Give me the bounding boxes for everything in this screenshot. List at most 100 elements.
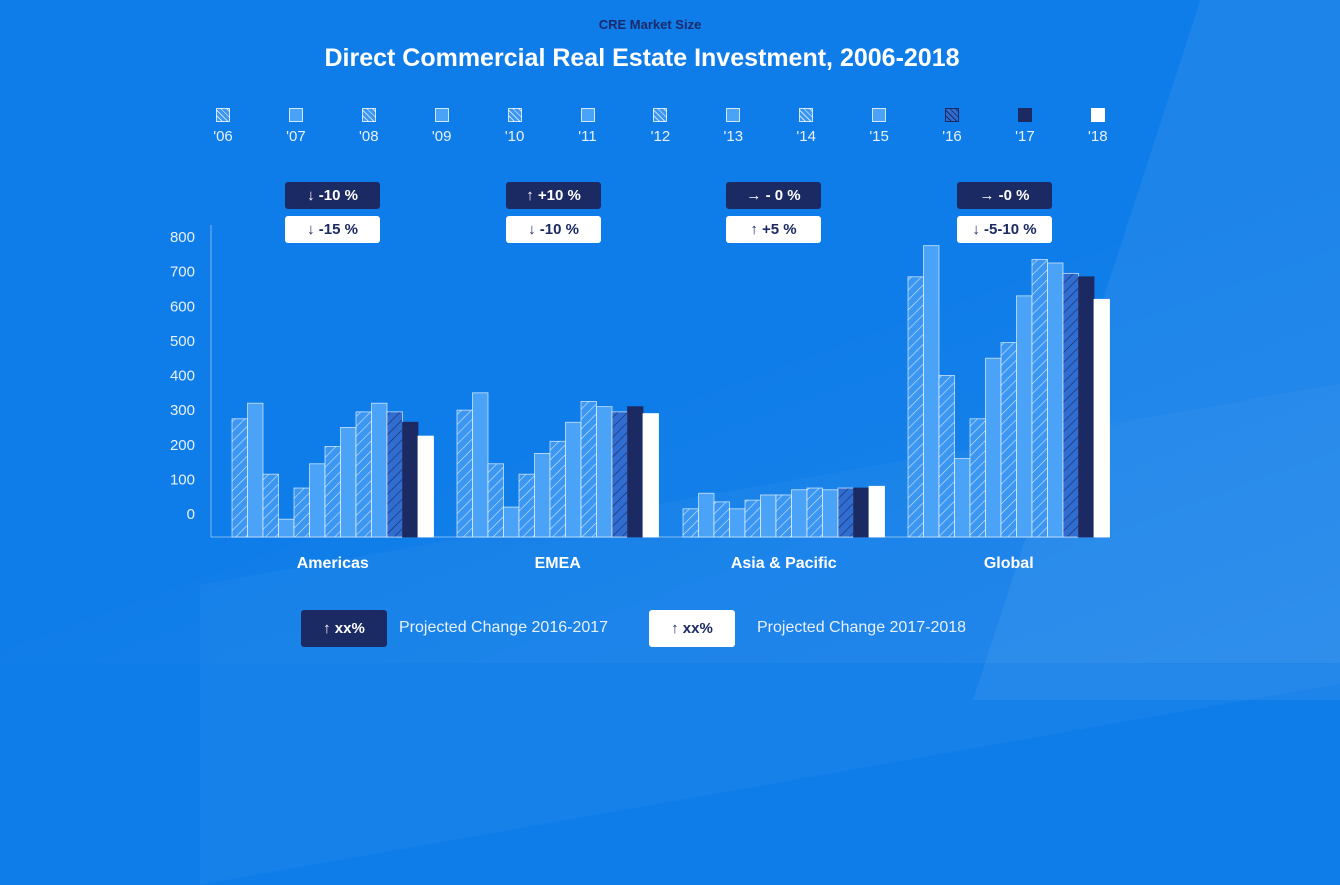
- legend-label: '13: [723, 128, 744, 145]
- bar-emea-17: [627, 406, 644, 538]
- legend-swatch: [945, 108, 959, 122]
- legend-label: '17: [1015, 128, 1035, 145]
- legend-swatch: [580, 108, 595, 122]
- legend-swatch: [1017, 108, 1032, 122]
- y-tick-label: 600: [170, 298, 195, 315]
- legend-item: '12: [640, 108, 680, 145]
- badge-change-2017-2018: ↓ -10 %: [506, 216, 601, 243]
- category-label: Americas: [297, 555, 369, 572]
- bar-americas-18: [417, 435, 434, 538]
- legend-item: '09: [422, 108, 462, 145]
- y-tick-label: 200: [170, 437, 195, 454]
- bar-global-08: [938, 375, 955, 538]
- bar-global-15: [1047, 262, 1064, 538]
- bar-emea-14: [580, 401, 597, 538]
- bar-americas-11: [309, 463, 326, 538]
- legend-item: '13: [713, 108, 753, 145]
- legend-item: '11: [568, 108, 608, 145]
- bar-asia-pacific-18: [868, 485, 885, 538]
- legend-swatch: [434, 108, 449, 122]
- bar-emea-10: [518, 473, 535, 538]
- bar-americas-13: [340, 427, 357, 538]
- category-label: Asia & Pacific: [731, 555, 837, 572]
- legend-item: '10: [495, 108, 535, 145]
- bar-global-07: [923, 245, 940, 538]
- bar-asia-pacific-16: [837, 487, 854, 538]
- badge-change-2016-2017: ↓ -10 %: [285, 182, 380, 209]
- badge-change-2017-2018: ↑ +5 %: [726, 216, 821, 243]
- bar-global-17: [1078, 276, 1095, 538]
- bar-asia-pacific-07: [698, 492, 715, 538]
- legend-item: '15: [859, 108, 899, 145]
- bar-emea-07: [472, 392, 489, 538]
- legend-swatch: [216, 108, 230, 122]
- legend-swatch: [507, 108, 522, 122]
- bar-global-14: [1031, 259, 1048, 538]
- bar-asia-pacific-08: [713, 501, 730, 538]
- legend-item: '07: [276, 108, 316, 145]
- bar-emea-08: [487, 463, 504, 538]
- legend-item: '16: [932, 108, 972, 145]
- bar-americas-09: [278, 518, 295, 538]
- legend-swatch: [872, 108, 887, 122]
- footer-label-2017-2018: Projected Change 2017-2018: [757, 619, 967, 636]
- y-tick-label: 300: [170, 402, 195, 419]
- badge-change-2017-2018: ↓ -5-10 %: [957, 216, 1052, 243]
- bar-americas-16: [386, 411, 403, 538]
- legend-label: '12: [650, 128, 671, 145]
- bar-global-12: [1000, 342, 1017, 538]
- bar-americas-15: [371, 402, 388, 538]
- bar-global-18: [1093, 298, 1110, 538]
- bar-emea-06: [456, 409, 473, 538]
- badge-change-2017-2018: ↓ -15 %: [285, 216, 380, 243]
- y-tick-label: 800: [170, 229, 195, 246]
- footer-badge-light: ↑ xx%: [649, 610, 735, 647]
- y-tick-label: 700: [170, 264, 195, 281]
- legend-swatch: [653, 108, 668, 122]
- bar-emea-09: [503, 506, 520, 538]
- bar-global-13: [1016, 295, 1033, 538]
- legend-label: '15: [869, 128, 889, 145]
- legend-swatch: [288, 108, 303, 122]
- bar-asia-pacific-06: [682, 508, 699, 538]
- footer-badge-dark: ↑ xx%: [301, 610, 387, 647]
- legend-item: '06: [203, 108, 243, 145]
- legend-label: '08: [359, 128, 379, 145]
- legend-item: '14: [786, 108, 826, 145]
- bar-asia-pacific-09: [729, 508, 746, 538]
- footer-label-2016-2017: Projected Change 2016-2017: [399, 619, 609, 636]
- legend-label: '18: [1088, 128, 1108, 145]
- category-label: Global: [984, 555, 1034, 572]
- bar-global-16: [1062, 272, 1079, 538]
- bar-americas-06: [231, 418, 248, 538]
- legend-label: '11: [578, 128, 597, 145]
- bar-asia-pacific-11: [760, 494, 777, 538]
- badge-change-2016-2017: → -0 %: [957, 182, 1052, 209]
- legend-swatch: [1090, 108, 1105, 122]
- bar-global-11: [985, 357, 1002, 538]
- bar-americas-12: [324, 446, 341, 538]
- bar-asia-pacific-12: [775, 494, 792, 538]
- legend-swatch: [799, 108, 814, 122]
- y-tick-label: 400: [170, 368, 195, 385]
- legend-label: '06: [213, 128, 233, 145]
- bar-emea-18: [642, 413, 659, 538]
- bar-emea-12: [549, 440, 566, 538]
- legend-label: '10: [504, 128, 525, 145]
- y-tick-label: 0: [187, 506, 195, 523]
- legend-item: '17: [1005, 108, 1045, 145]
- y-tick-label: 500: [170, 333, 195, 350]
- legend-swatch: [726, 108, 741, 122]
- legend-label: '16: [942, 128, 962, 145]
- category-label: EMEA: [535, 555, 582, 572]
- bar-emea-13: [565, 421, 582, 538]
- legend-label: '14: [796, 128, 816, 145]
- bar-asia-pacific-10: [744, 499, 761, 538]
- legend-swatch: [361, 108, 376, 122]
- badge-change-2016-2017: ↑ +10 %: [506, 182, 601, 209]
- bar-asia-pacific-17: [853, 487, 870, 538]
- bar-americas-07: [247, 402, 264, 538]
- chart-title: Direct Commercial Real Estate Investment…: [324, 44, 960, 72]
- bar-global-10: [969, 418, 986, 538]
- bar-emea-15: [596, 406, 613, 538]
